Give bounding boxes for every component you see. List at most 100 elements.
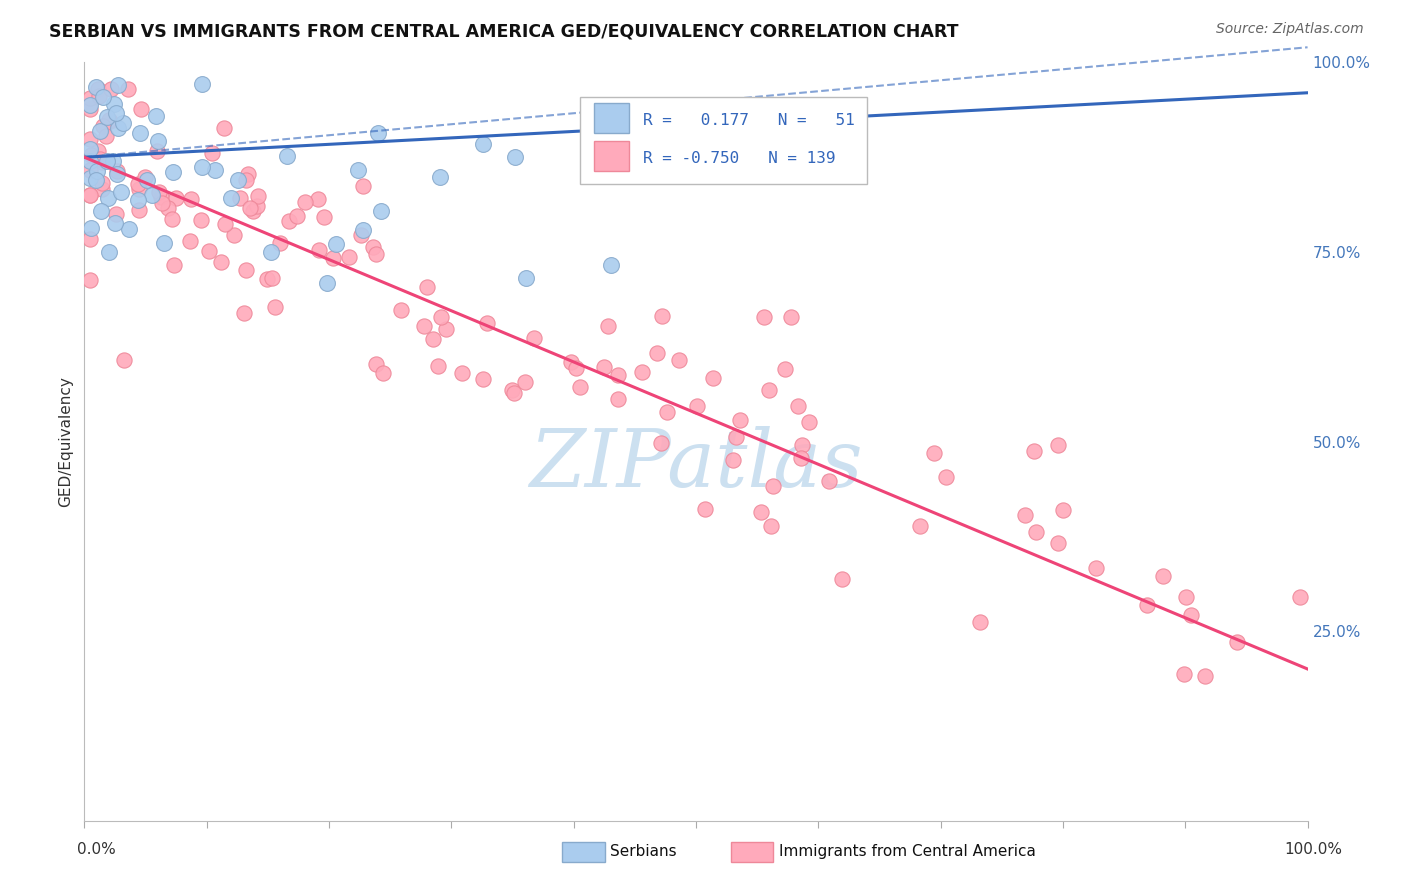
FancyBboxPatch shape (595, 103, 628, 133)
Point (105, 164, 128, 178)
Point (364, 357, 387, 371)
Point (117, 82, 139, 96)
Point (129, 126, 152, 140)
Point (752, 310, 775, 325)
Point (762, 478, 785, 492)
Point (79, 188, 101, 202)
Point (260, 244, 283, 259)
Point (1084, 560, 1107, 574)
Point (1226, 635, 1249, 649)
Point (631, 365, 654, 379)
Point (163, 259, 186, 273)
Point (668, 353, 690, 368)
Point (96, 110, 118, 124)
Text: Immigrants from Central America: Immigrants from Central America (779, 845, 1036, 859)
Point (110, 185, 132, 199)
Point (451, 366, 474, 380)
Point (104, 216, 127, 230)
Point (721, 453, 744, 467)
Point (412, 318, 434, 333)
Point (598, 318, 620, 333)
Point (128, 182, 150, 196)
Point (263, 300, 285, 314)
Point (87, 144, 110, 158)
Point (112, 115, 135, 129)
Point (1024, 444, 1046, 458)
Point (294, 194, 316, 209)
Point (352, 179, 374, 194)
Point (560, 355, 582, 369)
Point (149, 190, 172, 204)
Point (118, 222, 141, 236)
Point (797, 415, 820, 429)
Point (969, 615, 991, 629)
Point (229, 191, 252, 205)
Point (238, 167, 260, 181)
Point (222, 227, 245, 242)
Point (1047, 438, 1070, 452)
Point (197, 244, 219, 258)
Point (352, 223, 374, 237)
Point (1052, 503, 1074, 517)
Point (367, 126, 389, 140)
Point (128, 202, 150, 217)
Point (214, 217, 236, 231)
Point (105, 106, 128, 120)
Point (307, 192, 329, 206)
Text: 100.0%: 100.0% (1285, 842, 1343, 856)
Point (427, 359, 450, 373)
Point (502, 383, 524, 397)
Point (112, 353, 135, 368)
Point (152, 195, 174, 210)
Point (475, 316, 498, 330)
Point (94, 129, 117, 144)
Point (180, 192, 202, 206)
Point (89, 123, 111, 137)
Point (190, 212, 212, 227)
Point (366, 247, 388, 261)
Point (97, 244, 120, 259)
Point (239, 201, 262, 215)
FancyBboxPatch shape (595, 141, 628, 171)
Point (606, 368, 628, 383)
Point (79, 163, 101, 178)
Point (685, 399, 707, 413)
Point (346, 163, 368, 178)
Point (308, 243, 330, 257)
Point (565, 360, 588, 375)
Point (285, 210, 308, 224)
Point (515, 271, 537, 285)
Point (1174, 590, 1197, 604)
Point (79, 91, 101, 105)
Point (1014, 508, 1036, 523)
Point (91, 182, 114, 196)
Point (269, 236, 291, 251)
Point (90, 204, 112, 219)
Point (134, 170, 156, 185)
Point (568, 379, 591, 393)
Point (107, 121, 129, 136)
Point (818, 475, 841, 489)
Point (98, 113, 121, 128)
Point (256, 271, 278, 285)
Point (759, 519, 782, 533)
Point (650, 436, 672, 450)
Point (276, 149, 298, 163)
Point (141, 188, 163, 202)
Point (593, 360, 616, 375)
Point (209, 255, 232, 269)
Point (191, 77, 214, 91)
Point (79, 187, 101, 202)
Point (91, 119, 114, 133)
Point (89, 152, 111, 166)
Point (235, 263, 257, 277)
Point (922, 446, 945, 460)
Point (607, 392, 630, 406)
Point (212, 121, 235, 136)
Point (247, 188, 270, 202)
Point (233, 306, 256, 320)
Point (1136, 598, 1159, 612)
Point (79, 98, 101, 112)
Point (148, 185, 170, 199)
Text: ZIPatlas: ZIPatlas (529, 425, 863, 503)
